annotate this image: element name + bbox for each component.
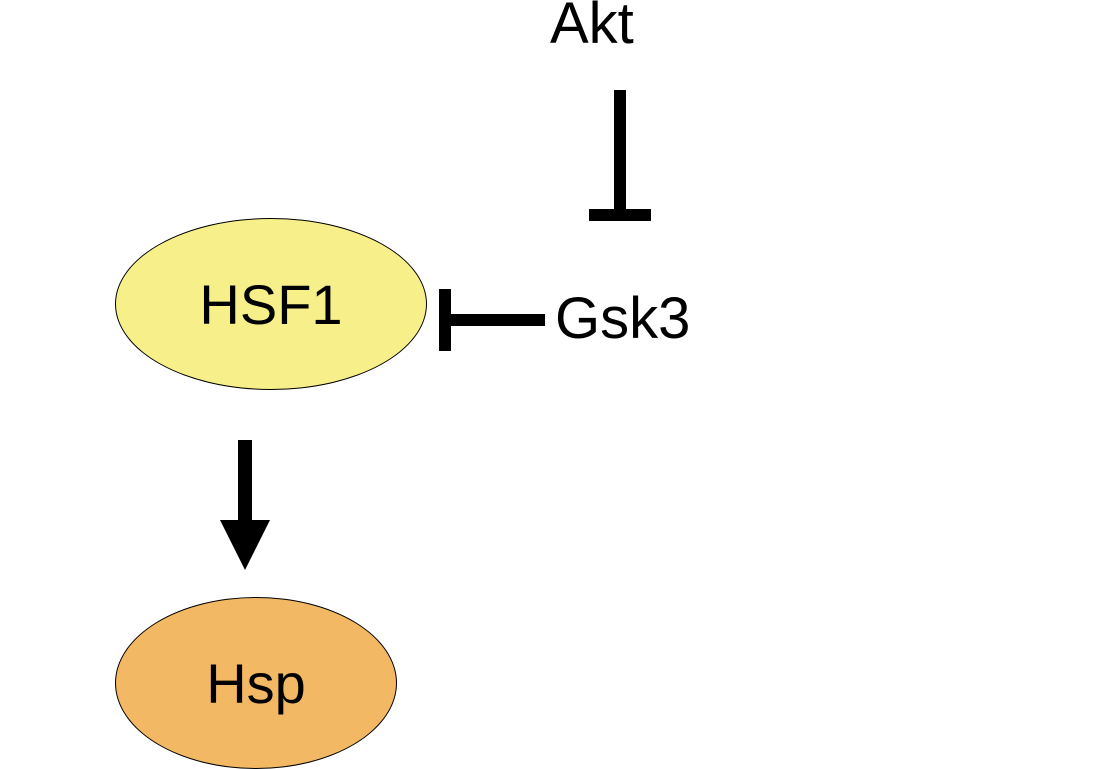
- edge-hsf1-hsp: [0, 0, 1094, 750]
- diagram-stage: Akt Gsk3 HSF1 Hsp: [0, 0, 1094, 750]
